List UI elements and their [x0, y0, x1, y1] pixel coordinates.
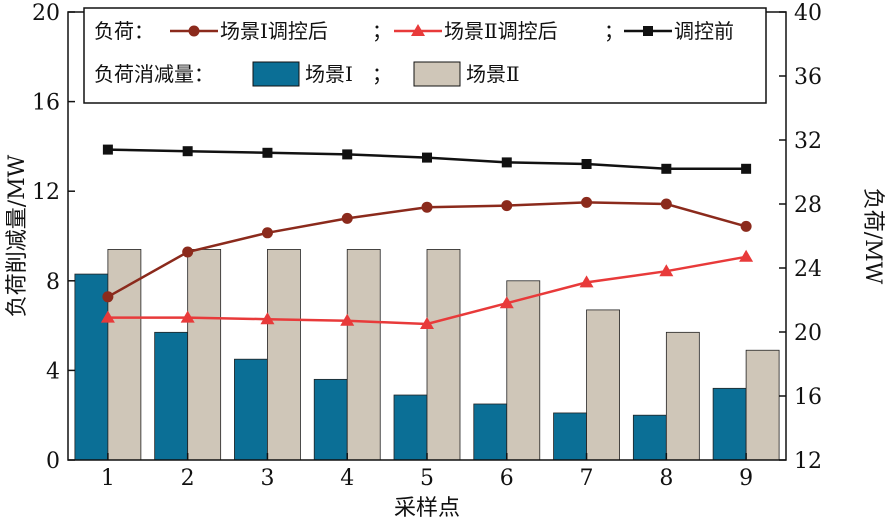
- y-right-tick-label: 40: [794, 1, 822, 26]
- x-axis-title: 采样点: [394, 496, 460, 521]
- line-series-2-marker-3: [260, 312, 275, 325]
- legend-row1-sep2: ；: [604, 19, 624, 43]
- legend-line-scenario2-marker: [411, 24, 425, 36]
- bar-scenario2-point-7: [586, 309, 620, 461]
- line-series-3-marker-4: [342, 149, 353, 160]
- y-left-tick-label: 8: [46, 270, 60, 295]
- legend-line-scenario2-label: 场景Ⅱ调控后: [444, 19, 558, 43]
- legend-bar-scenario2-label: 场景Ⅱ: [466, 62, 520, 86]
- y-left-tick-label: 4: [46, 359, 60, 384]
- legend-line-scenario1-label: 场景Ⅰ调控后: [220, 19, 328, 43]
- line-series-2-marker-8: [659, 264, 674, 277]
- line-series-2-marker-9: [739, 249, 754, 262]
- line-series-2-marker-6: [499, 296, 514, 309]
- bar-scenario2-point-6: [506, 280, 541, 461]
- line-series-2-marker-4: [340, 313, 355, 326]
- legend-line-before-label: 调控前: [674, 19, 734, 43]
- y-right-tick-label: 24: [794, 257, 822, 282]
- line-series-3-marker-8: [661, 163, 672, 174]
- legend-bar-scenario1-swatch: [252, 61, 300, 87]
- line-series-1-marker-6: [501, 200, 513, 212]
- line-series-1-marker-2: [182, 246, 194, 258]
- line-series-3-marker-1: [102, 144, 113, 155]
- bar-scenario2-point-9: [745, 349, 780, 461]
- legend-row2-sep: ；: [372, 62, 392, 86]
- y-right-tick-label: 32: [794, 129, 822, 154]
- y-right-tick-label: 20: [794, 321, 822, 346]
- y-left-tick-label: 12: [32, 180, 60, 205]
- legend-bar-scenario2-swatch: [413, 61, 461, 87]
- y-right-tick-label: 36: [794, 65, 822, 90]
- bar-scenario1-point-3: [234, 358, 268, 461]
- line-series-2-marker-2: [180, 310, 195, 323]
- bar-scenario2-point-5: [426, 249, 461, 461]
- bar-scenario1-point-1: [74, 273, 109, 461]
- line-series-1-marker-5: [421, 201, 433, 213]
- y-left-tick-label: 16: [32, 91, 60, 116]
- bar-scenario1-point-9: [712, 387, 747, 461]
- legend-row2-prefix: 负荷消减量：: [94, 62, 214, 86]
- bars-layer: [74, 249, 780, 461]
- x-tick-label: 7: [580, 466, 594, 491]
- x-tick-label: 8: [659, 466, 673, 491]
- line-series-1-marker-4: [341, 212, 353, 224]
- line-series-3-marker-5: [422, 152, 432, 163]
- bar-scenario1-point-6: [473, 403, 508, 461]
- line-series-3-marker-7: [581, 159, 592, 169]
- bar-scenario2-point-4: [346, 249, 381, 461]
- line-series-1-marker-9: [740, 220, 752, 232]
- x-tick-label: 5: [420, 466, 434, 491]
- legend: 负荷： 场景Ⅰ调控后 ； 场景Ⅱ调控后 ； 调控前 负荷消减量： 场景Ⅰ ； 场…: [83, 7, 767, 104]
- legend-line-scenario1-marker: [188, 25, 200, 37]
- legend-row1-sep1: ；: [372, 19, 392, 43]
- line-series-2-marker-1: [100, 310, 115, 323]
- bar-scenario2-point-8: [665, 331, 700, 461]
- legend-box: [83, 7, 767, 104]
- line-series-3-marker-6: [501, 157, 512, 168]
- x-tick-label: 1: [101, 466, 115, 491]
- x-tick-label: 4: [340, 466, 354, 491]
- y-right-tick-label: 28: [794, 193, 822, 218]
- bar-scenario1-point-8: [632, 414, 667, 461]
- bar-scenario1-point-2: [154, 331, 189, 461]
- bar-scenario2-point-3: [267, 249, 301, 461]
- y-axis-right-title: 负荷/MW: [860, 188, 885, 285]
- bar-scenario1-point-7: [553, 412, 587, 461]
- x-tick-label: 3: [260, 466, 274, 491]
- line-series-1-marker-3: [261, 227, 273, 239]
- legend-row1-prefix: 负荷：: [94, 19, 154, 43]
- line-series-3-marker-9: [741, 163, 752, 174]
- bar-scenario2-point-2: [187, 249, 222, 461]
- y-right-tick-label: 16: [794, 385, 822, 410]
- line-series-1-marker-8: [660, 198, 672, 210]
- legend-bar-scenario1-label: 场景Ⅰ: [305, 62, 353, 86]
- y-axis-left-title: 负荷削减量/MW: [5, 154, 30, 317]
- line-series-2-marker-5: [420, 317, 434, 329]
- line-series-3-marker-3: [262, 147, 273, 158]
- y-right-tick-label: 12: [794, 449, 822, 474]
- line-series-1-marker-1: [102, 291, 114, 303]
- x-tick-label: 6: [500, 466, 514, 491]
- bar-scenario1-point-5: [393, 394, 428, 461]
- bar-scenario1-point-4: [313, 378, 348, 461]
- legend-line-before-marker: [643, 26, 653, 36]
- lines-layer: [100, 144, 754, 329]
- line-series-1-marker-7: [581, 196, 593, 208]
- x-tick-label: 2: [181, 466, 195, 491]
- y-left-tick-label: 20: [32, 1, 60, 26]
- bar-scenario2-point-1: [107, 249, 142, 461]
- line-series-2-marker-7: [579, 275, 594, 288]
- x-tick-label: 9: [739, 466, 753, 491]
- line-series-3-marker-2: [182, 146, 193, 157]
- y-left-tick-label: 0: [46, 449, 60, 474]
